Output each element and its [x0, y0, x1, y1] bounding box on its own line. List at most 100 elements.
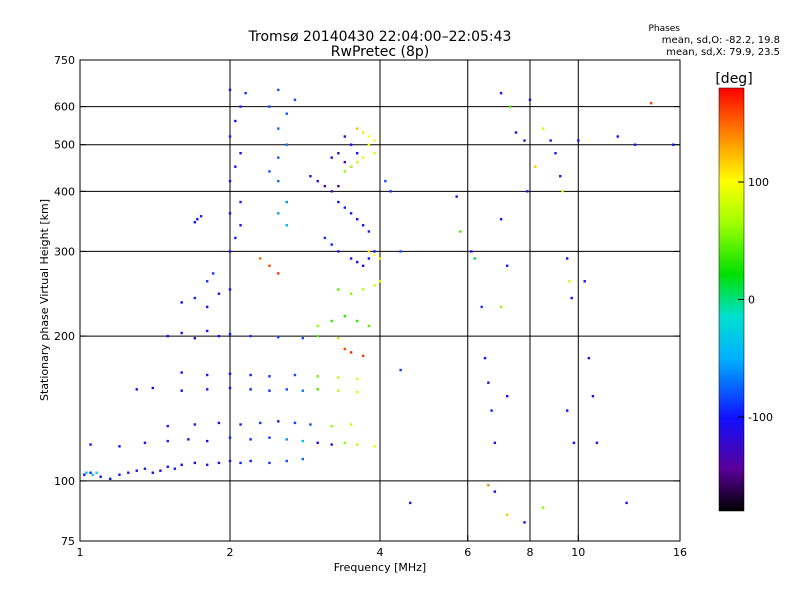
data-point — [143, 441, 147, 445]
data-point — [277, 156, 280, 159]
x-axis-label: Frequency [MHz] — [334, 561, 426, 574]
data-point — [285, 438, 288, 441]
data-point — [95, 471, 98, 474]
data-point — [595, 441, 599, 445]
data-point — [541, 506, 545, 509]
data-point — [373, 253, 376, 257]
data-point — [217, 334, 221, 338]
x-tick-label: 10 — [571, 546, 585, 559]
data-point — [355, 160, 359, 164]
data-point — [577, 139, 580, 142]
data-point — [505, 395, 509, 398]
data-point — [399, 250, 402, 253]
colorbar-label: [deg] — [715, 71, 752, 87]
data-point — [217, 421, 221, 425]
x-tick-label: 6 — [464, 546, 471, 559]
data-point — [349, 165, 353, 168]
y-tick-label: 100 — [54, 475, 75, 488]
data-point — [373, 250, 376, 253]
data-point — [239, 105, 242, 108]
data-point — [205, 373, 209, 377]
data-point — [159, 469, 162, 472]
data-point — [554, 152, 557, 155]
data-point — [373, 445, 376, 448]
data-point — [572, 441, 576, 445]
data-point — [330, 156, 333, 159]
data-point — [277, 179, 280, 183]
data-point — [316, 441, 319, 445]
data-point — [583, 280, 586, 283]
data-point — [118, 445, 121, 448]
data-point — [316, 324, 319, 328]
y-tick-label: 200 — [54, 330, 75, 343]
data-point — [205, 463, 209, 467]
data-point — [343, 170, 347, 173]
data-point — [343, 206, 347, 209]
data-point — [361, 354, 365, 358]
data-point — [118, 473, 121, 476]
data-point — [151, 386, 155, 390]
data-point — [244, 91, 247, 95]
data-point — [228, 135, 232, 138]
data-point — [135, 469, 138, 472]
data-point — [277, 272, 280, 275]
data-point — [337, 250, 340, 253]
data-point — [459, 230, 462, 233]
data-point — [349, 212, 353, 215]
data-point — [337, 184, 340, 188]
data-point — [561, 190, 564, 193]
data-point — [217, 461, 221, 465]
data-point — [166, 424, 169, 428]
data-point — [343, 160, 347, 164]
data-point — [180, 463, 183, 467]
colorbar-tick-label: 100 — [748, 176, 769, 189]
data-point — [166, 334, 169, 338]
data-point — [83, 473, 86, 476]
data-point — [493, 441, 497, 445]
data-point — [99, 475, 102, 478]
data-point — [151, 471, 155, 474]
data-point — [301, 337, 305, 340]
data-point — [166, 439, 169, 443]
x-tick-label: 4 — [377, 546, 384, 559]
data-point — [205, 305, 209, 309]
data-point — [409, 501, 412, 505]
data-point — [316, 179, 319, 183]
data-points — [83, 88, 675, 524]
colorbar-tick-label: 0 — [748, 294, 755, 307]
data-point — [508, 105, 512, 108]
data-point — [349, 423, 353, 426]
stats-header: Phases — [648, 24, 680, 34]
data-point — [211, 272, 215, 275]
data-point — [285, 112, 288, 115]
data-point — [367, 143, 371, 146]
data-point — [483, 356, 487, 360]
data-point — [355, 443, 359, 446]
data-point — [499, 218, 503, 221]
colorbar-tick-label: -100 — [748, 411, 773, 424]
data-point — [384, 179, 387, 183]
data-point — [361, 264, 365, 268]
data-point — [473, 257, 477, 260]
data-point — [91, 473, 94, 476]
data-point — [378, 280, 382, 283]
data-point — [316, 334, 319, 338]
data-point — [323, 184, 327, 188]
data-point — [367, 230, 371, 233]
data-point — [549, 139, 552, 142]
data-point — [649, 101, 653, 105]
data-point — [330, 443, 333, 446]
data-point — [285, 224, 288, 227]
data-point — [559, 175, 562, 178]
data-point — [217, 292, 221, 295]
data-point — [239, 224, 242, 227]
data-point — [568, 280, 571, 283]
data-point — [180, 371, 183, 374]
data-point — [285, 143, 288, 146]
data-point — [480, 305, 483, 309]
data-point — [378, 257, 382, 260]
x-tick-label: 1 — [77, 546, 84, 559]
data-point — [367, 324, 371, 328]
data-point — [671, 143, 675, 146]
data-point — [343, 347, 347, 351]
